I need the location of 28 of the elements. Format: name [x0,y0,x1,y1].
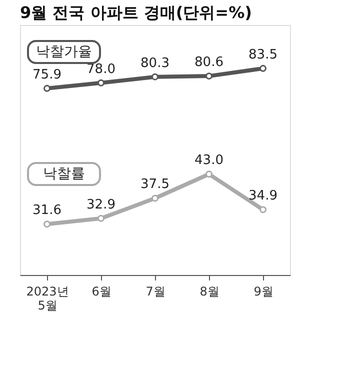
x-tick-label: 7월 [146,284,166,298]
data-label: 34.9 [248,188,278,204]
data-label: 75.9 [32,67,62,82]
data-label: 32.9 [86,197,116,212]
point [206,170,212,178]
text: 낙찰률 [43,166,85,182]
chart-title: 9월 전국 아파트 경매(단위=%) [20,3,252,22]
point [260,64,266,72]
point [44,220,50,228]
data-label: 43.0 [194,153,224,168]
data-label: 80.3 [140,56,170,71]
data-label: 31.6 [32,203,62,218]
point [152,73,158,80]
x-tick-label: 8월 [200,284,220,298]
point [152,194,158,202]
data-label: 80.6 [194,55,224,70]
data-label: 37.5 [140,177,170,192]
series-label: 낙찰가율 [36,44,92,60]
data-label: 83.5 [248,47,278,62]
point [44,84,50,92]
point [98,214,104,222]
data-label: 78.0 [86,62,116,77]
x-tick-label: 2023년 5월 [26,284,69,312]
x-tick-label: 9월 [254,284,274,298]
point [206,72,212,80]
point [260,206,266,214]
x-tick-label: 6월 [92,284,112,298]
point [98,79,104,86]
